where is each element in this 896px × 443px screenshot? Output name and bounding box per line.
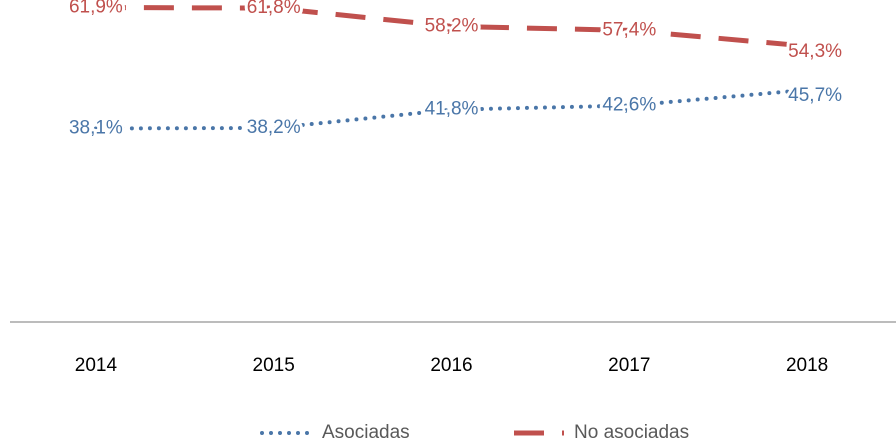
legend-label: No asociadas xyxy=(574,422,689,443)
x-tick-label: 2018 xyxy=(786,355,828,376)
x-tick-label: 2016 xyxy=(430,355,472,376)
data-label: 58,2% xyxy=(425,15,479,36)
data-label: 45,7% xyxy=(788,85,842,106)
data-label: 61,8% xyxy=(247,0,301,18)
data-label: 57,4% xyxy=(602,19,656,40)
series-line xyxy=(95,5,808,49)
legend-label: Asociadas xyxy=(322,422,410,443)
x-tick-label: 2014 xyxy=(75,355,118,376)
data-label: 42,6% xyxy=(602,95,656,116)
x-tick-label: 2017 xyxy=(608,355,650,376)
data-label: 41,8% xyxy=(425,99,479,120)
data-label: 38,1% xyxy=(69,117,123,138)
x-tick-label: 2015 xyxy=(253,355,295,376)
data-label: 54,3% xyxy=(788,41,842,62)
data-label: 38,2% xyxy=(247,117,301,138)
data-label: 61,9% xyxy=(69,0,123,18)
series-line xyxy=(93,87,810,131)
